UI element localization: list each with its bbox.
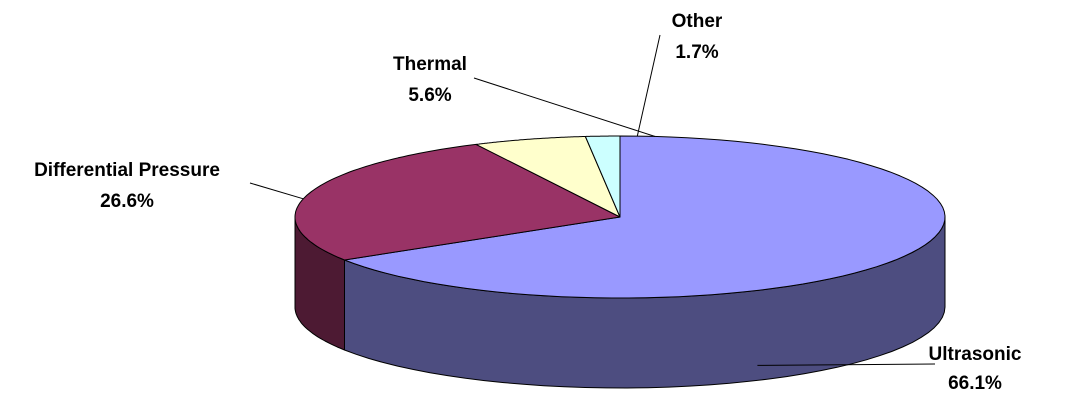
label-value-ultrasonic: 66.1% (948, 373, 1002, 394)
leader-lines (249, 34, 936, 366)
label-category-thermal: Thermal (393, 54, 467, 75)
label-category-differential-pressure: Differential Pressure (34, 160, 220, 181)
slice-labels: Ultrasonic 66.1% Differential Pressure 26.6… (34, 11, 1022, 394)
leader-line-differential-pressure (249, 182, 304, 200)
label-value-thermal: 5.6% (408, 85, 451, 106)
label-value-differential-pressure: 26.6% (100, 191, 154, 212)
leader-line-ultrasonic (757, 363, 936, 366)
label-category-ultrasonic: Ultrasonic (929, 344, 1022, 365)
label-category-other: Other (672, 11, 723, 32)
leader-line-other (636, 34, 661, 137)
slice-thermal (475, 136, 621, 218)
slice-ultrasonic (344, 135, 946, 299)
leader-line-thermal (473, 77, 656, 137)
slice-differential-pressure (294, 143, 621, 261)
slice-other (584, 135, 621, 218)
label-value-other: 1.7% (675, 42, 718, 63)
pie-slices (294, 135, 946, 299)
